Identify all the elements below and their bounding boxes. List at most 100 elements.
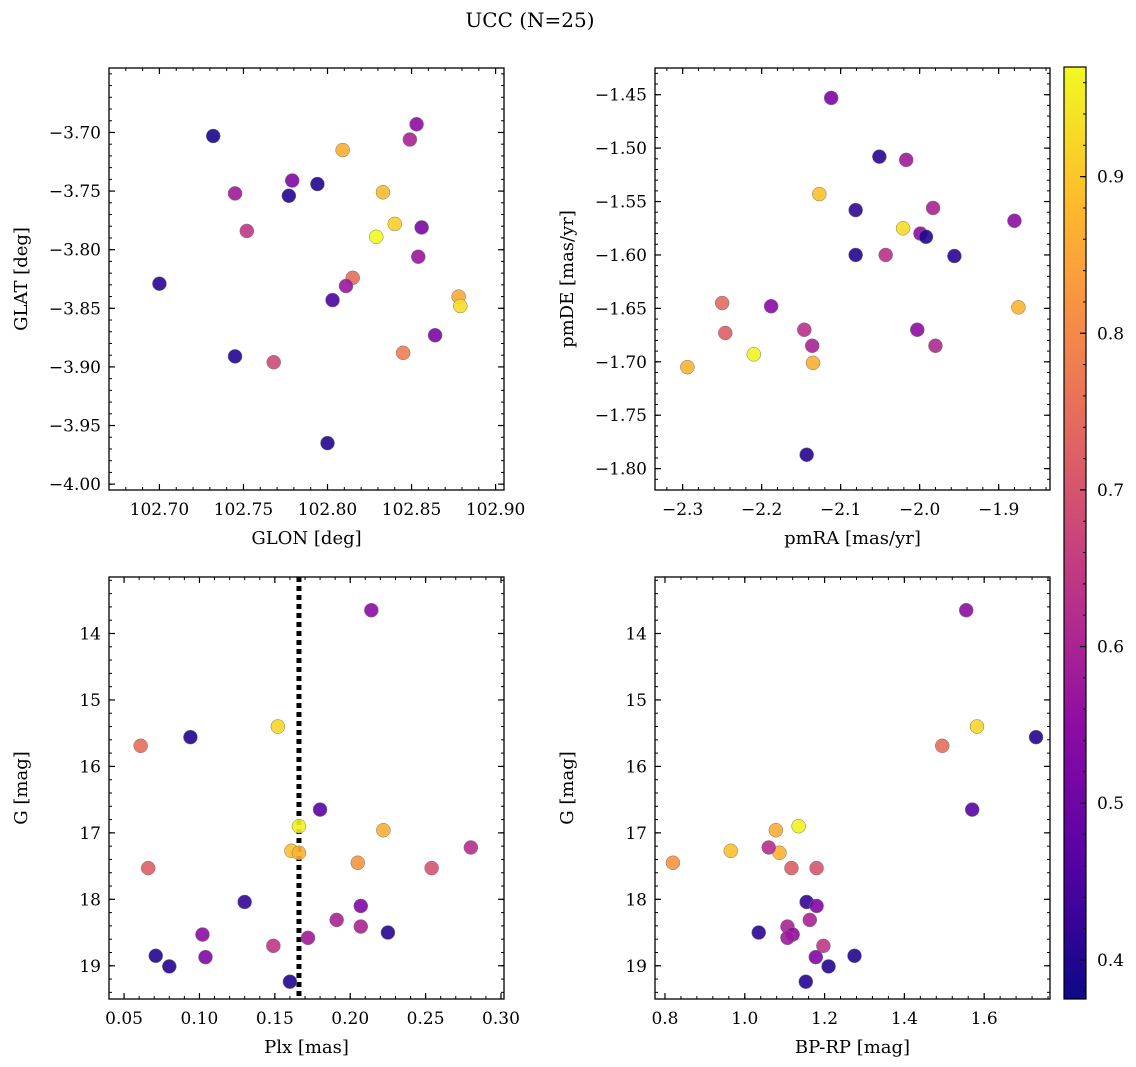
data-point <box>414 220 429 235</box>
data-point <box>227 349 243 364</box>
y-tick-label: −3.75 <box>49 182 101 202</box>
x-tick-label: 0.8 <box>651 1009 678 1029</box>
data-point <box>791 818 806 834</box>
axes-frame <box>108 576 505 1000</box>
x-tick-label: −1.9 <box>978 500 1019 520</box>
colorbar-tick-label: 0.7 <box>1097 481 1124 501</box>
x-tick-label: 0.20 <box>331 1009 369 1029</box>
data-point <box>353 919 369 934</box>
x-tick-label: 102.85 <box>382 500 441 520</box>
data-point <box>310 176 325 192</box>
data-point <box>300 930 316 946</box>
colorbar-tick-label: 0.6 <box>1097 638 1124 658</box>
data-point <box>380 925 396 940</box>
data-point <box>823 90 839 106</box>
y-tick-label: −3.95 <box>49 417 101 437</box>
y-tick-label: −3.85 <box>49 299 101 319</box>
data-point <box>812 186 827 202</box>
data-point <box>353 898 369 914</box>
x-tick-label: 0.30 <box>482 1009 520 1029</box>
data-point <box>376 822 391 838</box>
data-point <box>816 938 831 954</box>
y-tick-label: 15 <box>625 691 647 711</box>
y-tick-label: −1.55 <box>595 193 647 213</box>
data-point <box>804 338 820 354</box>
x-axis-label: GLON [deg] <box>251 528 361 549</box>
x-tick-label: −2.1 <box>820 500 861 520</box>
y-axis-label: GLAT [deg] <box>11 227 32 331</box>
y-tick-label: −4.00 <box>49 475 101 495</box>
x-tick-label: 1.0 <box>731 1009 758 1029</box>
y-tick-label: −1.80 <box>595 460 647 480</box>
data-point <box>205 128 221 144</box>
x-tick-label: −2.0 <box>899 500 940 520</box>
data-point <box>133 738 148 754</box>
x-tick-label: 102.80 <box>298 500 357 520</box>
y-tick-label: −1.50 <box>595 139 647 159</box>
data-point <box>895 221 911 236</box>
data-point <box>928 338 943 354</box>
x-axis-label: pmRA [mas/yr] <box>784 528 921 549</box>
data-point <box>964 802 980 817</box>
x-axis-label: BP-RP [mag] <box>795 1037 910 1058</box>
data-point <box>329 912 344 928</box>
scatter-panels: 102.70 102.75 102.80 102.85 102.90 −3.70 −3.75… <box>11 67 1051 1058</box>
data-point <box>847 948 862 964</box>
data-point <box>768 822 784 838</box>
y-tick-label: 15 <box>79 691 101 711</box>
x-tick-label: 0.25 <box>407 1009 445 1029</box>
data-point <box>809 898 824 914</box>
x-axis-label: Plx [mas] <box>264 1037 349 1058</box>
data-point <box>799 447 814 462</box>
data-point <box>680 359 695 375</box>
data-point <box>1011 300 1026 315</box>
y-axis-label: G [mag] <box>11 751 32 824</box>
y-tick-label: 19 <box>79 957 101 977</box>
y-tick-label: −3.70 <box>49 123 101 143</box>
panel-pmra-pmde: −2.3 −2.2 −2.1 −2.0 −1.9 −1.45 −1.50 −1.55 −1.60… <box>557 67 1051 549</box>
y-tick-label: −3.90 <box>49 358 101 378</box>
axes-frame <box>108 67 505 491</box>
x-tick-label: 0.05 <box>105 1009 143 1029</box>
data-point <box>375 185 391 200</box>
data-point <box>350 855 366 871</box>
x-tick-label: 1.2 <box>811 1009 838 1029</box>
data-point <box>364 602 379 618</box>
data-point <box>958 602 974 618</box>
colorbar-tick-label: 0.9 <box>1097 168 1124 188</box>
x-tick-label: −2.3 <box>662 500 703 520</box>
axes-frame <box>654 67 1051 491</box>
data-point <box>237 894 252 910</box>
data-point <box>140 860 156 876</box>
data-point <box>291 845 307 861</box>
data-point <box>291 818 307 834</box>
x-tick-label: 0.10 <box>181 1009 219 1029</box>
data-point <box>183 729 198 745</box>
x-tick-label: 0.15 <box>256 1009 294 1029</box>
colorbar-tick-label: 0.4 <box>1097 951 1124 971</box>
data-point <box>239 223 255 239</box>
data-point <box>369 229 384 245</box>
data-point <box>227 186 243 201</box>
data-point <box>780 930 795 946</box>
y-axis-label: pmDE [mas/yr] <box>557 210 578 348</box>
y-tick-label: −1.70 <box>595 353 647 373</box>
data-point <box>427 328 443 343</box>
y-tick-label: −1.75 <box>595 406 647 426</box>
data-point <box>763 298 779 314</box>
x-tick-label: 102.70 <box>130 500 189 520</box>
data-point <box>387 216 402 232</box>
data-point <box>848 247 863 263</box>
data-point <box>872 149 887 164</box>
y-tick-label: −1.45 <box>595 86 647 106</box>
y-tick-label: 19 <box>625 957 647 977</box>
data-point <box>798 974 814 989</box>
data-point <box>746 347 761 362</box>
data-point <box>947 248 962 264</box>
data-point <box>821 959 836 974</box>
axes-frame <box>654 576 1051 1000</box>
data-point <box>335 142 350 158</box>
data-point <box>266 938 281 954</box>
y-tick-label: 14 <box>625 624 647 644</box>
x-tick-label: 1.6 <box>971 1009 998 1029</box>
